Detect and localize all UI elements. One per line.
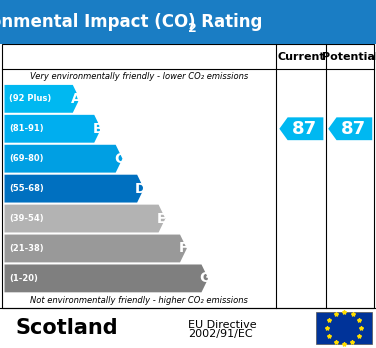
- Text: E: E: [157, 212, 167, 226]
- Bar: [0, 0, 376, 44]
- Text: F: F: [179, 242, 188, 255]
- Text: ) Rating: ) Rating: [188, 13, 262, 31]
- Text: B: B: [92, 122, 103, 136]
- Polygon shape: [5, 175, 144, 203]
- Bar: [316, 312, 372, 344]
- Text: Current: Current: [277, 52, 325, 62]
- Text: (1-20): (1-20): [9, 274, 38, 283]
- Polygon shape: [5, 85, 80, 113]
- Polygon shape: [5, 264, 208, 292]
- Text: (69-80): (69-80): [9, 154, 44, 163]
- Text: (39-54): (39-54): [9, 214, 44, 223]
- Text: G: G: [199, 271, 211, 285]
- Text: Potential: Potential: [322, 52, 376, 62]
- Text: Very environmentally friendly - lower CO₂ emissions: Very environmentally friendly - lower CO…: [30, 72, 248, 81]
- Polygon shape: [5, 235, 187, 262]
- Text: 2002/91/EC: 2002/91/EC: [188, 329, 253, 339]
- Text: 87: 87: [341, 120, 366, 138]
- Polygon shape: [328, 117, 372, 140]
- Text: Environmental Impact (CO: Environmental Impact (CO: [0, 13, 188, 31]
- Text: EU Directive: EU Directive: [188, 320, 257, 330]
- Text: (21-38): (21-38): [9, 244, 44, 253]
- Polygon shape: [5, 205, 165, 232]
- Text: Scotland: Scotland: [15, 318, 118, 338]
- Polygon shape: [279, 117, 323, 140]
- Polygon shape: [5, 115, 101, 143]
- Text: (92 Plus): (92 Plus): [9, 94, 51, 103]
- Text: (55-68): (55-68): [9, 184, 44, 193]
- Text: (81-91): (81-91): [9, 124, 44, 133]
- Text: C: C: [114, 152, 124, 166]
- Text: A: A: [71, 92, 82, 106]
- Text: Not environmentally friendly - higher CO₂ emissions: Not environmentally friendly - higher CO…: [30, 296, 248, 305]
- Text: D: D: [135, 182, 146, 196]
- Polygon shape: [5, 145, 123, 173]
- Text: 87: 87: [292, 120, 317, 138]
- Text: 2: 2: [188, 22, 197, 35]
- Bar: [2, 44, 374, 308]
